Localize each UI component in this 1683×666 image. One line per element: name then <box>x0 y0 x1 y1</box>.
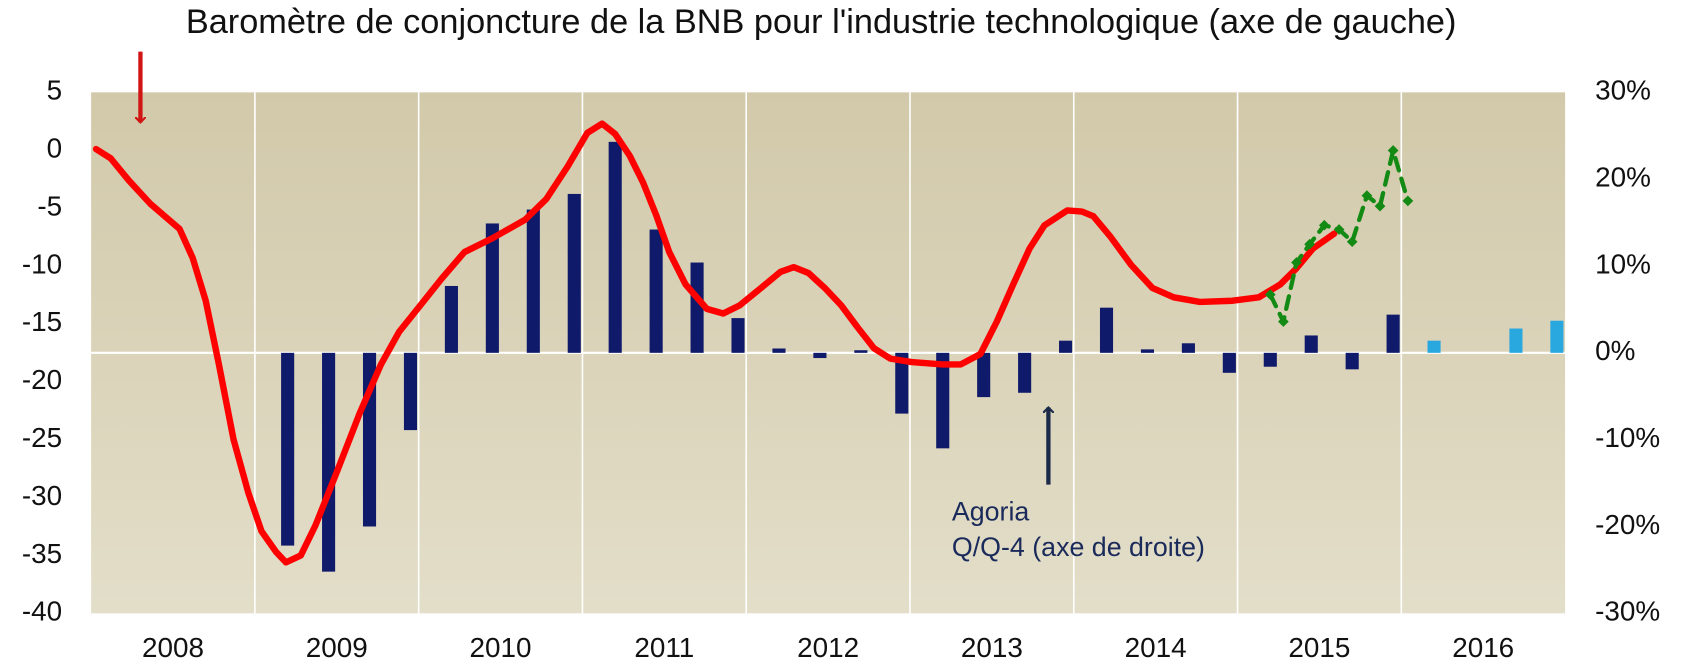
bar <box>403 352 418 431</box>
marker <box>1402 195 1414 207</box>
marker <box>1291 257 1302 268</box>
bar <box>854 350 868 353</box>
bar <box>1018 352 1032 393</box>
y2-tick-label: 30% <box>1595 75 1651 106</box>
bar <box>690 262 704 353</box>
bar <box>1059 340 1073 353</box>
bar <box>526 209 540 353</box>
bar <box>731 318 745 353</box>
y-tick-label: -10 <box>22 248 62 279</box>
bar <box>936 352 950 449</box>
marker <box>1346 236 1358 248</box>
x-tick-label: 2010 <box>470 632 532 663</box>
bar <box>1386 314 1400 353</box>
y2-tick-label: -30% <box>1595 596 1660 627</box>
y-tick-label: -15 <box>22 306 62 337</box>
y-tick-label: -35 <box>22 538 62 569</box>
y-tick-label: 5 <box>47 75 63 106</box>
y2-tick-label: 20% <box>1595 162 1651 193</box>
annotation-text: Q/Q-4 (axe de droite) <box>952 532 1205 562</box>
x-tick-label: 2009 <box>306 632 368 663</box>
x-tick-label: 2012 <box>797 632 859 663</box>
bar <box>1222 352 1236 373</box>
bar <box>772 348 786 353</box>
line <box>92 120 1338 566</box>
bar <box>1509 328 1523 353</box>
y-tick-label: -25 <box>22 422 62 453</box>
bar <box>1181 343 1195 353</box>
bar <box>281 352 295 546</box>
bar <box>1345 352 1359 370</box>
marker <box>1264 289 1276 301</box>
x-tick-label: 2014 <box>1125 632 1187 663</box>
marker <box>1374 200 1386 212</box>
bar <box>485 223 499 353</box>
bar <box>1550 320 1564 353</box>
marker <box>1304 238 1315 250</box>
bar <box>322 352 336 572</box>
bar <box>608 141 622 353</box>
y-tick-label: -5 <box>37 190 62 221</box>
x-tick-label: 2015 <box>1288 632 1350 663</box>
annotation-title: Baromètre de conjoncture de la BNB pour … <box>186 3 1457 41</box>
marker <box>1333 224 1345 235</box>
x-tick-label: 2008 <box>142 632 204 663</box>
bar <box>1099 307 1114 353</box>
y-tick-label: -40 <box>22 596 62 627</box>
annotation-text: Agoria <box>952 497 1030 527</box>
marker <box>1361 190 1373 202</box>
x-tick-label: 2013 <box>961 632 1023 663</box>
bar <box>895 352 909 414</box>
bar <box>977 352 991 398</box>
marker <box>1387 145 1399 156</box>
y2-tick-label: -10% <box>1595 422 1660 453</box>
bar <box>1263 352 1277 367</box>
bar <box>567 193 581 353</box>
y-tick-label: 0 <box>47 133 63 164</box>
bar <box>1304 335 1318 353</box>
x-tick-label: 2011 <box>634 632 694 663</box>
y2-tick-label: -20% <box>1595 509 1660 540</box>
y-tick-label: -30 <box>22 480 62 511</box>
bar <box>813 352 827 359</box>
bar <box>649 229 663 353</box>
bar <box>1140 349 1155 353</box>
layer <box>92 120 1564 572</box>
x-tick-label: 2016 <box>1452 632 1514 663</box>
bar <box>444 285 458 353</box>
y2-tick-label: 10% <box>1595 248 1651 279</box>
y-tick-label: -20 <box>22 364 62 395</box>
bar <box>1427 340 1441 353</box>
y2-tick-label: 0% <box>1595 335 1635 366</box>
